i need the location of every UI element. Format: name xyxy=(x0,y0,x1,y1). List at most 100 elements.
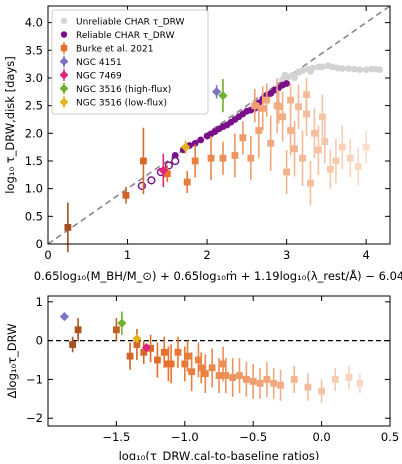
legend-label: NGC 3516 (low-flux) xyxy=(76,99,167,109)
top-point xyxy=(218,91,228,101)
top-y-tick-label: 1.0 xyxy=(25,182,43,196)
top-point xyxy=(362,66,370,74)
top-point xyxy=(345,65,353,72)
top-y-axis-label: log₁₀ τ_DRW,disk [days] xyxy=(3,56,17,193)
top-point xyxy=(191,139,199,147)
top-y-tick-label: 0 xyxy=(36,237,43,251)
top-x-tick-label: 4 xyxy=(362,248,369,262)
bottom-point xyxy=(141,343,152,353)
legend-item: NGC 7469 xyxy=(59,69,122,82)
legend-marker xyxy=(59,70,69,80)
top-point xyxy=(318,113,326,121)
top-y-tick-label: 2.5 xyxy=(25,99,43,113)
top-frame xyxy=(47,5,391,245)
top-point xyxy=(350,65,358,73)
bottom-point xyxy=(356,379,364,387)
top-point xyxy=(291,145,298,153)
bottom-point xyxy=(147,344,154,352)
top-point xyxy=(338,143,346,151)
bottom-y-tick-label: 1 xyxy=(36,295,43,309)
bottom-point xyxy=(263,376,271,383)
top-point xyxy=(338,65,346,72)
top-point xyxy=(122,191,130,199)
top-point xyxy=(231,152,239,159)
legend-marker xyxy=(60,44,68,52)
bottom-point xyxy=(318,387,325,395)
top-x-tick-label: 0 xyxy=(44,248,51,262)
top-y-tick-label: 3.5 xyxy=(25,43,43,57)
top-point xyxy=(197,136,205,144)
top-point xyxy=(275,103,283,111)
bottom-y-tick-label: −2 xyxy=(26,411,43,425)
top-point xyxy=(307,67,314,75)
top-point xyxy=(207,154,215,162)
top-point xyxy=(299,154,306,162)
bottom-x-tick-label: −1.5 xyxy=(102,430,130,444)
bottom-series-0 xyxy=(69,318,364,403)
top-series-7 xyxy=(180,140,191,154)
top-y-tick-label: 2.0 xyxy=(25,126,43,140)
top-series-4 xyxy=(212,85,222,99)
bottom-point xyxy=(140,348,148,356)
bottom-point xyxy=(229,374,237,381)
top-point xyxy=(239,134,247,142)
top-series-5 xyxy=(158,153,168,187)
bottom-point xyxy=(164,360,172,368)
top-point xyxy=(318,63,326,71)
bottom-point xyxy=(181,360,189,368)
bottom-series-4 xyxy=(132,334,142,344)
top-point xyxy=(307,179,314,187)
top-point xyxy=(376,66,384,74)
legend-label: Reliable CHAR τ_DRW xyxy=(76,31,175,41)
legend-marker xyxy=(59,97,69,107)
top-point xyxy=(263,96,271,104)
bottom-point xyxy=(117,318,127,328)
bottom-frame xyxy=(47,295,391,427)
bottom-point xyxy=(160,348,168,356)
legend-label: NGC 4151 xyxy=(76,58,122,68)
bottom-point xyxy=(242,376,250,383)
legend-label: Unreliable CHAR τ_DRW xyxy=(76,18,185,28)
bottom-y-tick-label: 0 xyxy=(36,334,43,348)
bottom-point xyxy=(215,372,223,379)
bottom-point xyxy=(197,364,205,372)
bottom-point xyxy=(256,379,264,387)
top-y-tick-label: 3.0 xyxy=(25,71,43,85)
top-point xyxy=(311,129,318,137)
bottom-point xyxy=(201,370,209,378)
legend-marker xyxy=(59,84,69,93)
top-point xyxy=(332,157,340,165)
bottom-point xyxy=(133,341,141,348)
top-point xyxy=(303,110,310,118)
bottom-point xyxy=(184,352,191,360)
bottom-point xyxy=(236,372,243,379)
bottom-axes-layer: −1.5 −1.0 −0.5 0.0 0.5 −2 −1 0 1 log₁₀(τ_DRW,cal-… xyxy=(5,295,399,463)
legend-item: NGC 4151 xyxy=(59,55,122,68)
top-point xyxy=(247,154,255,162)
bottom-point xyxy=(345,374,353,381)
bottom-point xyxy=(331,376,339,383)
top-data-layer xyxy=(47,5,391,253)
bottom-point xyxy=(219,360,227,368)
top-point xyxy=(147,176,156,185)
top-point xyxy=(295,103,302,111)
top-point xyxy=(283,168,291,176)
top-point xyxy=(191,157,199,165)
bottom-data-layer xyxy=(48,311,390,403)
bottom-panel: −1.5 −1.0 −0.5 0.0 0.5 −2 −1 0 1 log₁₀(τ_DRW,cal-… xyxy=(5,295,399,463)
legend-item: Unreliable CHAR τ_DRW xyxy=(60,17,185,28)
top-x-axis-label: 0.65log₁₀(M_BH/M_⊙) + 0.65log₁₀ṁ + 1.19l… xyxy=(34,268,402,283)
legend-marker xyxy=(60,17,68,25)
legend-item: Burke et al. 2021 xyxy=(60,42,153,55)
top-point xyxy=(158,165,168,175)
top-point xyxy=(346,154,354,162)
top-point xyxy=(163,170,171,178)
top-series-3 xyxy=(64,77,370,253)
legend: Unreliable CHAR τ_DRW Reliable CHAR τ_DRW… xyxy=(51,9,209,115)
top-point xyxy=(259,104,267,112)
bottom-point xyxy=(208,364,216,372)
top-x-tick-label: 2 xyxy=(203,248,210,262)
top-point xyxy=(171,156,180,166)
top-point xyxy=(303,91,310,98)
